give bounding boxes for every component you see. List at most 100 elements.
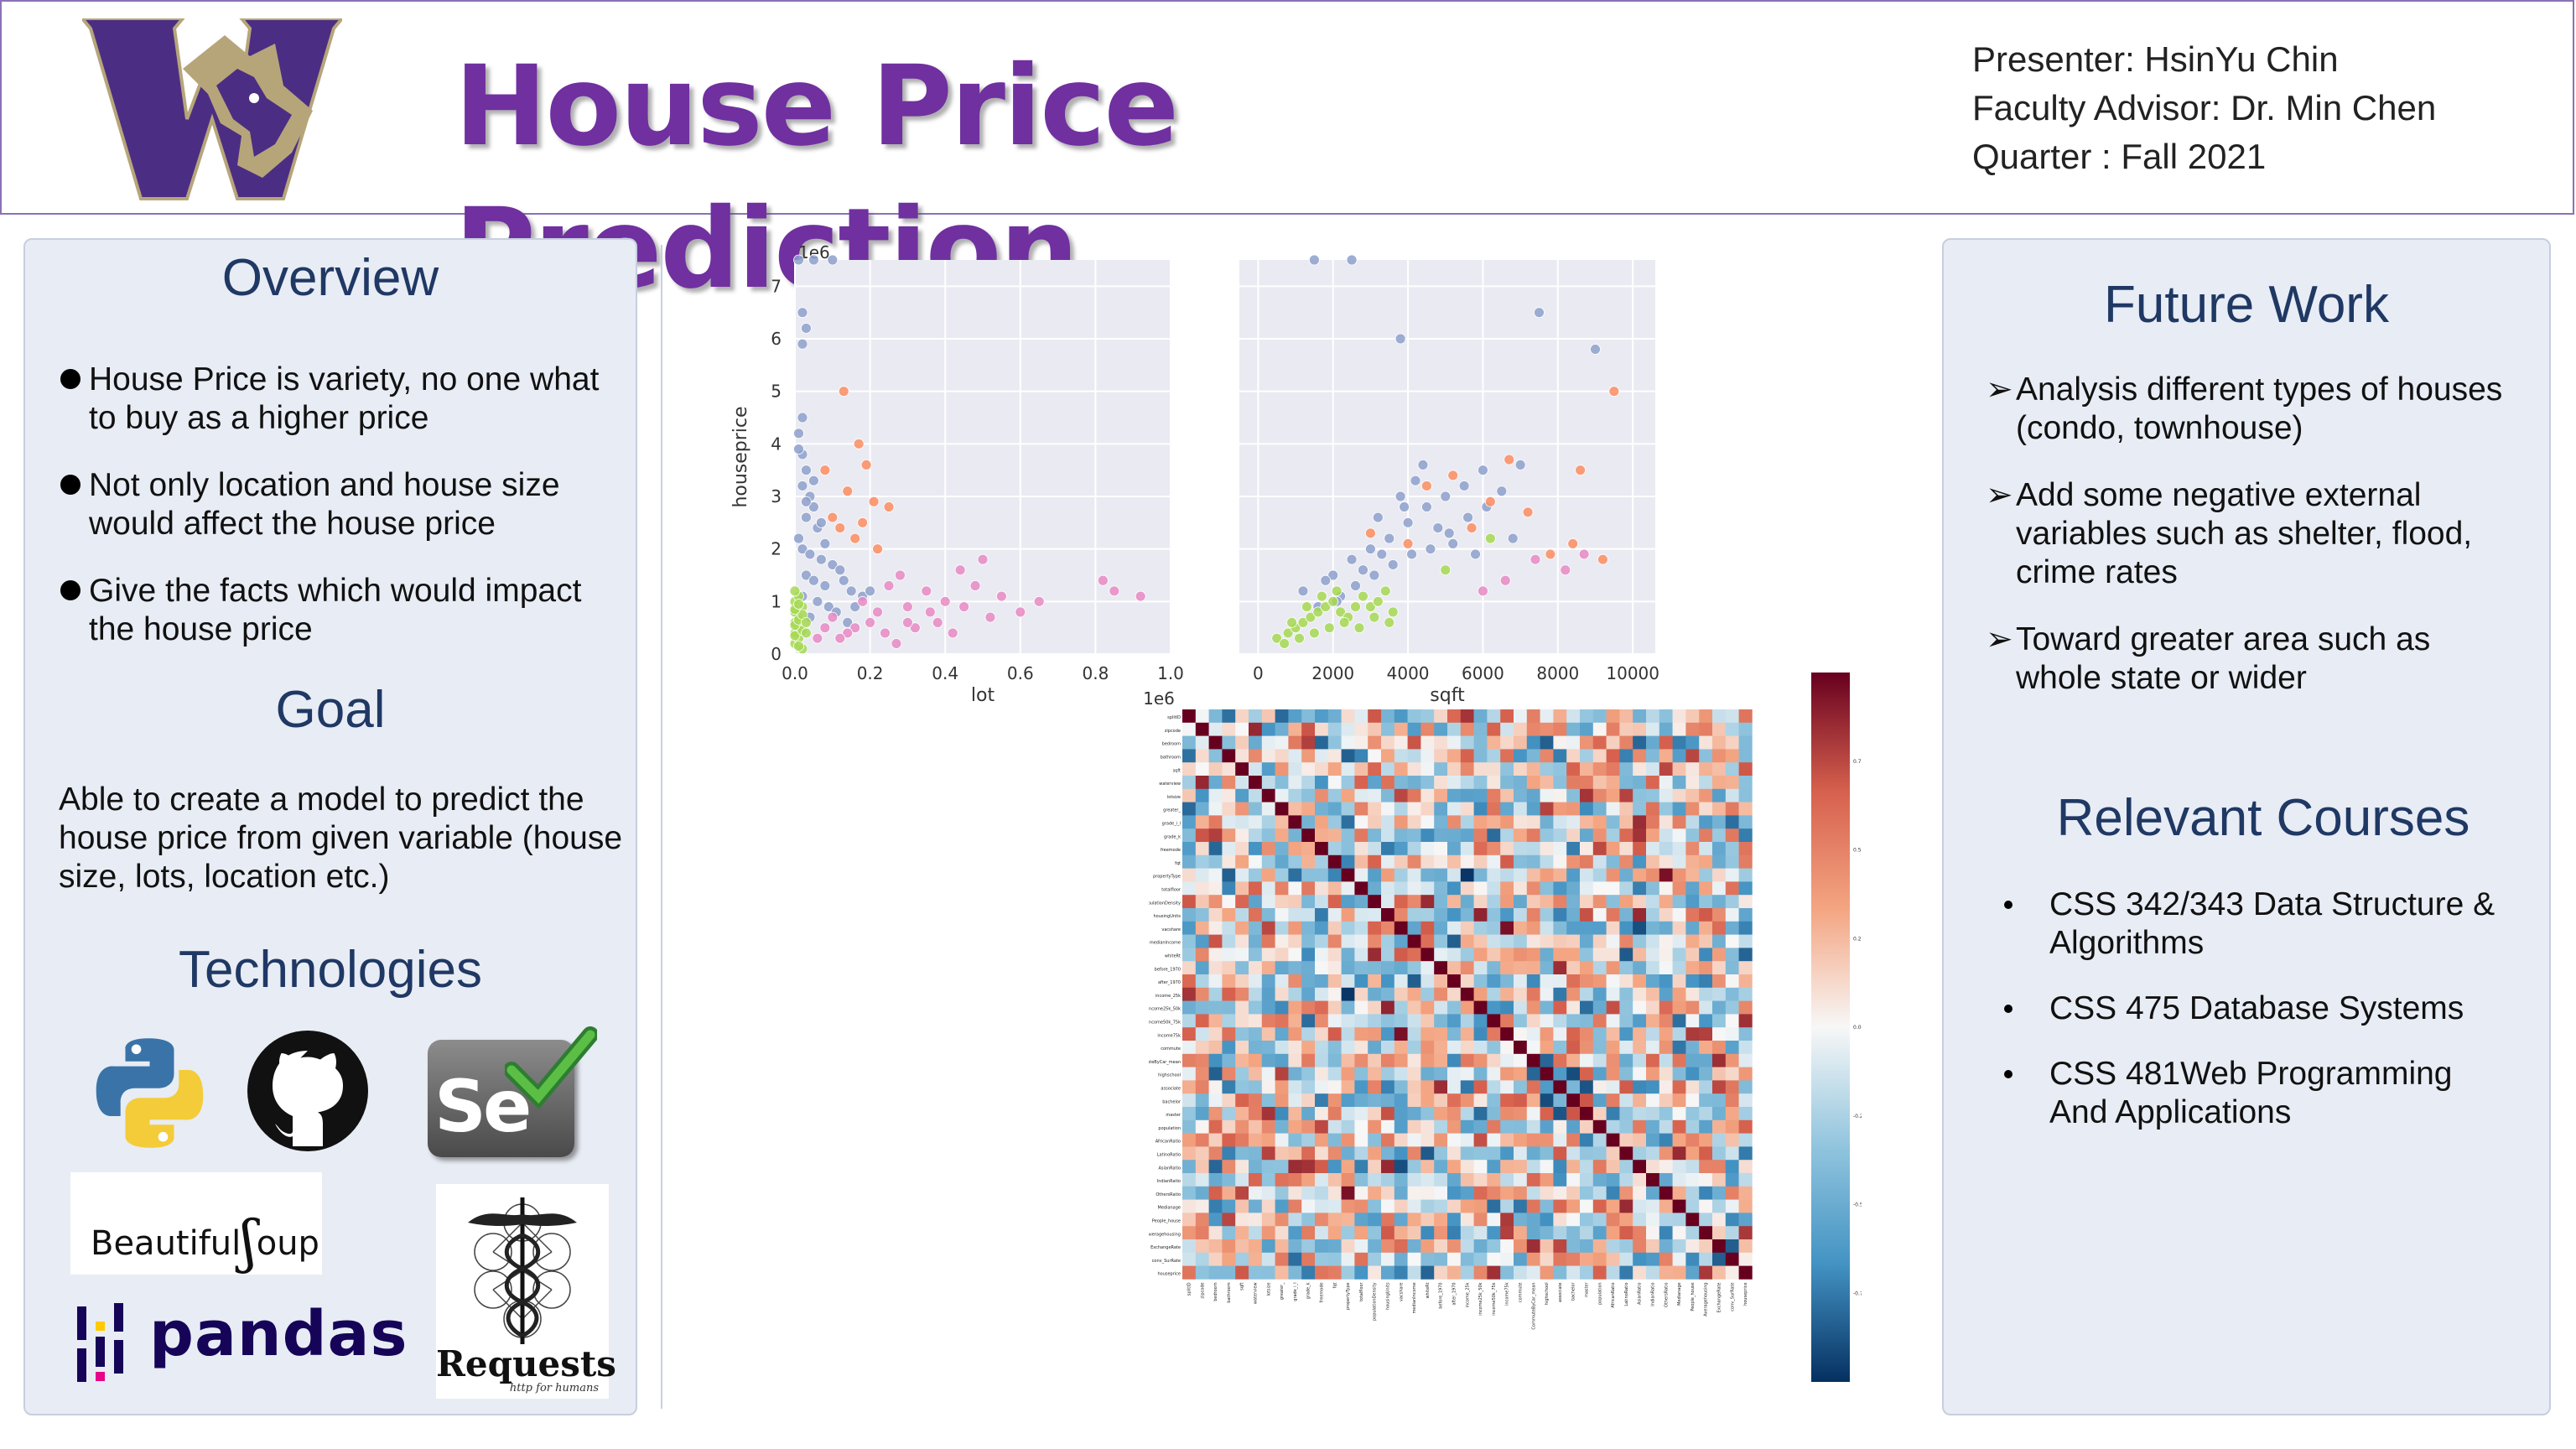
heatmap-cell (1712, 1160, 1727, 1174)
heatmap-cell (1460, 881, 1474, 896)
heatmap-cell (1699, 921, 1713, 935)
heatmap-cell (1301, 881, 1316, 896)
heatmap-cell (1672, 1186, 1686, 1200)
heatmap-cell (1553, 1093, 1567, 1108)
heatmap-cell (1275, 921, 1289, 935)
heatmap-cell (1420, 948, 1435, 962)
x-tick-label: 4000 (1387, 663, 1430, 683)
heatmap-cell (1275, 828, 1289, 843)
heatmap-cell (1659, 1119, 1673, 1134)
heatmap-cell (1394, 788, 1408, 802)
heatmap-cell (1235, 1265, 1249, 1280)
heatmap-cell (1500, 1199, 1514, 1213)
future-work-item: ➢ Analysis different types of houses (con… (1986, 371, 2503, 446)
heatmap-cell (1633, 868, 1647, 882)
heatmap-cell (1500, 1119, 1514, 1134)
heatmap-cell (1487, 934, 1501, 948)
scatter-point (801, 465, 812, 476)
heatmap-cell (1540, 709, 1554, 724)
heatmap-cell (1434, 881, 1448, 896)
heatmap-cell (1354, 1252, 1368, 1266)
heatmap-cell (1685, 1199, 1700, 1213)
heatmap-cell (1580, 895, 1594, 909)
heatmap-cell (1394, 1160, 1408, 1174)
heatmap-cell (1566, 1226, 1581, 1240)
heatmap-cell (1182, 828, 1197, 843)
heatmap-cell (1659, 854, 1673, 869)
heatmap-cell (1633, 948, 1647, 962)
heatmap-cell (1514, 1067, 1528, 1081)
heatmap-cell (1526, 749, 1540, 763)
heatmap-cell (1473, 1239, 1488, 1254)
heatmap-cell (1288, 1239, 1302, 1254)
scatter-point (1447, 470, 1459, 481)
heatmap-col-label: fqt (1332, 1282, 1337, 1288)
scatter-point (883, 580, 895, 591)
heatmap-cell (1672, 1146, 1686, 1161)
heatmap-cell (1633, 1186, 1647, 1200)
heatmap-cell (1261, 921, 1275, 935)
heatmap-cell (1381, 828, 1395, 843)
heatmap-cell (1487, 1199, 1501, 1213)
heatmap-cell (1633, 1080, 1647, 1094)
heatmap-cell (1261, 1107, 1275, 1121)
heatmap-cell (1685, 1146, 1700, 1161)
heatmap-cell (1261, 881, 1275, 896)
heatmap-col-label: whiteRt (1426, 1282, 1431, 1298)
heatmap-cell (1580, 1173, 1594, 1187)
heatmap-cell (1195, 974, 1209, 989)
heatmap-cell (1514, 1000, 1528, 1015)
heatmap-cell (1275, 1252, 1289, 1266)
heatmap-cell (1407, 1027, 1421, 1041)
scatter-point (849, 532, 861, 544)
heatmap-cell (1381, 934, 1395, 948)
heatmap-cell (1315, 722, 1329, 736)
heatmap-cell (1566, 735, 1581, 750)
scatter-point (1305, 611, 1317, 623)
heatmap-cell (1473, 961, 1488, 975)
scatter-point (1590, 344, 1601, 355)
heatmap-cell (1368, 1093, 1382, 1108)
heatmap-cell (1685, 1239, 1700, 1254)
goal-heading: Goal (275, 681, 386, 739)
heatmap-cell (1487, 749, 1501, 763)
heatmap-cell (1407, 895, 1421, 909)
heatmap-cell (1275, 881, 1289, 896)
heatmap-cell (1182, 776, 1197, 790)
heatmap-cell (1646, 735, 1660, 750)
heatmap-cell (1394, 1107, 1408, 1121)
heatmap-cell (1407, 1133, 1421, 1147)
heatmap-cell (1473, 1093, 1488, 1108)
heatmap-cell (1275, 1265, 1289, 1280)
heatmap-cell (1447, 974, 1462, 989)
heatmap-row-label: bachelor (1162, 1099, 1182, 1104)
heatmap-cell (1182, 735, 1197, 750)
heatmap-cell (1460, 788, 1474, 802)
heatmap-cell (1553, 1067, 1567, 1081)
heatmap-cell (1222, 881, 1236, 896)
scatter-point (1499, 574, 1511, 586)
heatmap-cell (1646, 1014, 1660, 1028)
heatmap-cell (1566, 1133, 1581, 1147)
heatmap-cell (1672, 908, 1686, 922)
scatter-point (793, 428, 804, 439)
heatmap-cell (1619, 802, 1633, 816)
heatmap-cell (1712, 1173, 1727, 1187)
heatmap-cell (1646, 934, 1660, 948)
heatmap-cell (1315, 1160, 1329, 1174)
scatter-point (793, 641, 804, 652)
heatmap-cell (1275, 815, 1289, 829)
scatter-point (1350, 601, 1361, 613)
heatmap-cell (1341, 1173, 1355, 1187)
heatmap-cell (1301, 1265, 1316, 1280)
colorbar-tick-label: 0.00 (1853, 1025, 1862, 1031)
heatmap-cell (1407, 854, 1421, 869)
heatmap-cell (1368, 749, 1382, 763)
heatmap-cell (1288, 815, 1302, 829)
heatmap-cell (1619, 895, 1633, 909)
heatmap-cell (1208, 1067, 1223, 1081)
heatmap-cell (1381, 722, 1395, 736)
heatmap-row-label: income25k_50k (1149, 1007, 1181, 1012)
heatmap-cell (1341, 1080, 1355, 1094)
heatmap-cell (1394, 828, 1408, 843)
